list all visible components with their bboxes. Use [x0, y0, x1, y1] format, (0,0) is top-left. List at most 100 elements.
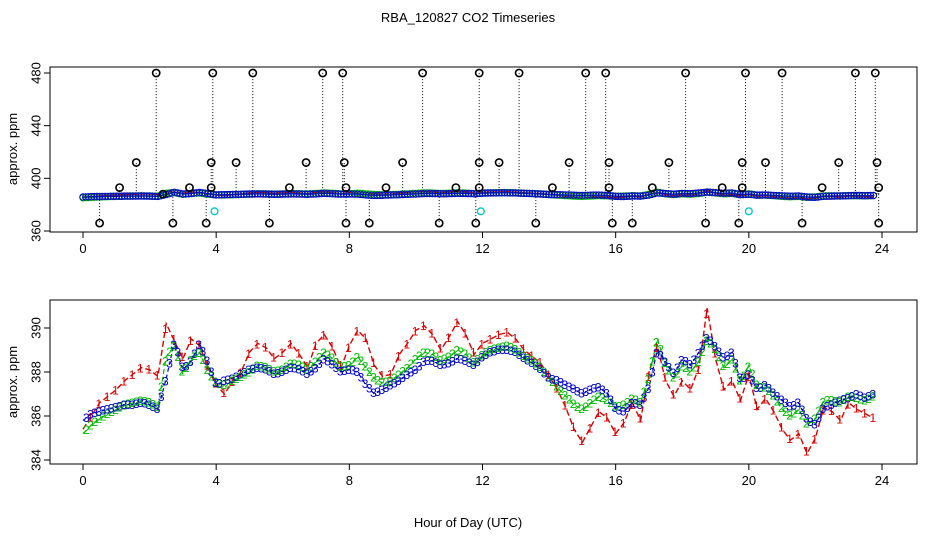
top-series-3-point — [855, 191, 864, 200]
top-series-3-point — [265, 190, 273, 198]
series-3-label: 3 — [299, 365, 306, 379]
series-2-label: 2 — [362, 360, 369, 374]
series-3-label: 3 — [857, 389, 864, 403]
series-2-label: 2 — [453, 344, 460, 358]
top-ytick-label: 400 — [29, 167, 44, 189]
series-2-label: 2 — [358, 354, 365, 368]
top-series-3-point — [93, 192, 101, 201]
series-2-label: 2 — [424, 346, 431, 360]
top-series-3-point — [148, 192, 157, 200]
top-series-3-point — [359, 190, 367, 199]
top-series-3-point — [442, 190, 450, 198]
series-3-label: 3 — [649, 365, 656, 379]
outlier-marker — [339, 158, 349, 167]
outlier-marker — [607, 218, 617, 228]
top-xtick-label: 12 — [475, 241, 489, 256]
top-xtick-label: 0 — [79, 241, 86, 256]
series-2-label: 2 — [137, 394, 144, 408]
bottom-ytick-label: 386 — [29, 405, 44, 427]
outlier-marker — [872, 158, 882, 167]
series-2-label: 2 — [462, 347, 469, 361]
series-3-label: 3 — [191, 347, 198, 361]
outlier-marker — [494, 158, 504, 167]
top-series-3-point — [143, 192, 151, 200]
series-3-label: 3 — [345, 363, 352, 377]
top-series-3-point — [514, 189, 523, 197]
series-2-label: 2 — [478, 348, 485, 362]
series-2-label: 2 — [624, 395, 631, 409]
outlier-marker — [318, 68, 328, 78]
series-1-label: 1 — [478, 338, 485, 352]
series-3-label: 3 — [736, 371, 743, 385]
outlier-marker — [264, 218, 274, 228]
outlier-marker — [168, 218, 178, 228]
series-3-label: 3 — [129, 398, 136, 412]
series-2-label: 2 — [482, 346, 489, 360]
series-2-label: 2 — [757, 380, 764, 394]
top-series-3-point — [437, 190, 445, 198]
top-series-3-point — [406, 190, 414, 198]
top-series-3-point — [653, 189, 661, 197]
series-3-label: 3 — [645, 382, 652, 396]
series-3-label: 3 — [641, 391, 648, 405]
outlier-marker — [131, 158, 141, 167]
series-1-line — [82, 308, 875, 456]
top-series-3-point — [775, 192, 783, 200]
series-3-label: 3 — [428, 354, 435, 368]
series-3-label: 3 — [154, 402, 161, 416]
top-series-3-point — [825, 192, 833, 200]
series-1-label: 1 — [678, 375, 685, 389]
series-2-label: 2 — [229, 374, 236, 388]
bottom-ylabel: approx. ppm — [5, 346, 20, 418]
top-series-3-point — [819, 192, 828, 201]
top-series-3-point — [168, 189, 176, 197]
series-1-label: 1 — [795, 427, 802, 441]
series-2-label: 2 — [770, 388, 777, 402]
series-2-label: 2 — [661, 356, 668, 370]
top-series-3-point — [714, 189, 722, 197]
series-2-label: 2 — [740, 369, 747, 383]
series-1-label: 1 — [129, 368, 136, 382]
series-3-label: 3 — [108, 402, 115, 416]
series-3-label: 3 — [245, 363, 252, 377]
outlier-marker — [206, 158, 216, 167]
series-3-label: 3 — [691, 353, 698, 367]
top-series-3-point — [273, 190, 281, 198]
series-1-label: 1 — [695, 363, 702, 377]
series-1-label: 1 — [337, 359, 344, 373]
series-2-label: 2 — [745, 360, 752, 374]
series-2-label: 2 — [391, 371, 398, 385]
top-series-3-point — [758, 191, 767, 199]
bottom-xtick-label: 12 — [475, 473, 489, 488]
top-series-3-point — [326, 189, 334, 198]
series-2-label: 2 — [487, 343, 494, 357]
series-2-label: 2 — [441, 352, 448, 366]
series-3-label: 3 — [503, 343, 510, 357]
top-series-3-point — [462, 189, 470, 198]
series-3-label: 3 — [150, 400, 157, 414]
top-series-3-point — [489, 189, 498, 197]
series-3-label: 3 — [657, 348, 664, 362]
top-series-3-point — [592, 191, 600, 199]
bottom-xtick-label: 4 — [213, 473, 220, 488]
series-2-label: 2 — [329, 351, 336, 365]
series-1-label: 1 — [353, 325, 360, 339]
series-3-label: 3 — [391, 376, 398, 390]
series-3-label: 3 — [312, 361, 319, 375]
series-3-label: 3 — [632, 397, 639, 411]
top-series-3-point — [853, 191, 861, 200]
series-2-label: 2 — [150, 398, 157, 412]
series-2-label: 2 — [636, 395, 643, 409]
series-2-label: 2 — [678, 360, 685, 374]
top-series-3-point — [606, 192, 614, 200]
top-series-3-point — [620, 192, 628, 201]
top-series-3-point — [331, 190, 340, 198]
series-3-label: 3 — [499, 343, 506, 357]
series-2-label: 2 — [458, 345, 465, 359]
series-2-label: 2 — [628, 392, 635, 406]
bottom-xtick-label: 8 — [346, 473, 353, 488]
series-3-label: 3 — [549, 373, 556, 387]
outlier-marker — [158, 189, 168, 199]
series-3-label: 3 — [424, 354, 431, 368]
top-series-3-point — [387, 191, 395, 199]
